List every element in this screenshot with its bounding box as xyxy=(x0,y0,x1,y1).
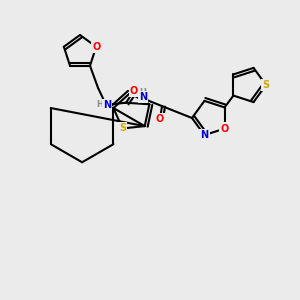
Text: O: O xyxy=(130,86,138,96)
Text: O: O xyxy=(220,124,229,134)
Text: O: O xyxy=(156,114,164,124)
Text: N: N xyxy=(200,130,208,140)
Text: O: O xyxy=(92,42,100,52)
Text: H: H xyxy=(97,100,104,109)
Text: H: H xyxy=(140,88,146,97)
Text: N: N xyxy=(139,92,147,102)
Text: S: S xyxy=(119,124,126,134)
Text: N: N xyxy=(103,100,111,110)
Text: S: S xyxy=(262,80,270,90)
